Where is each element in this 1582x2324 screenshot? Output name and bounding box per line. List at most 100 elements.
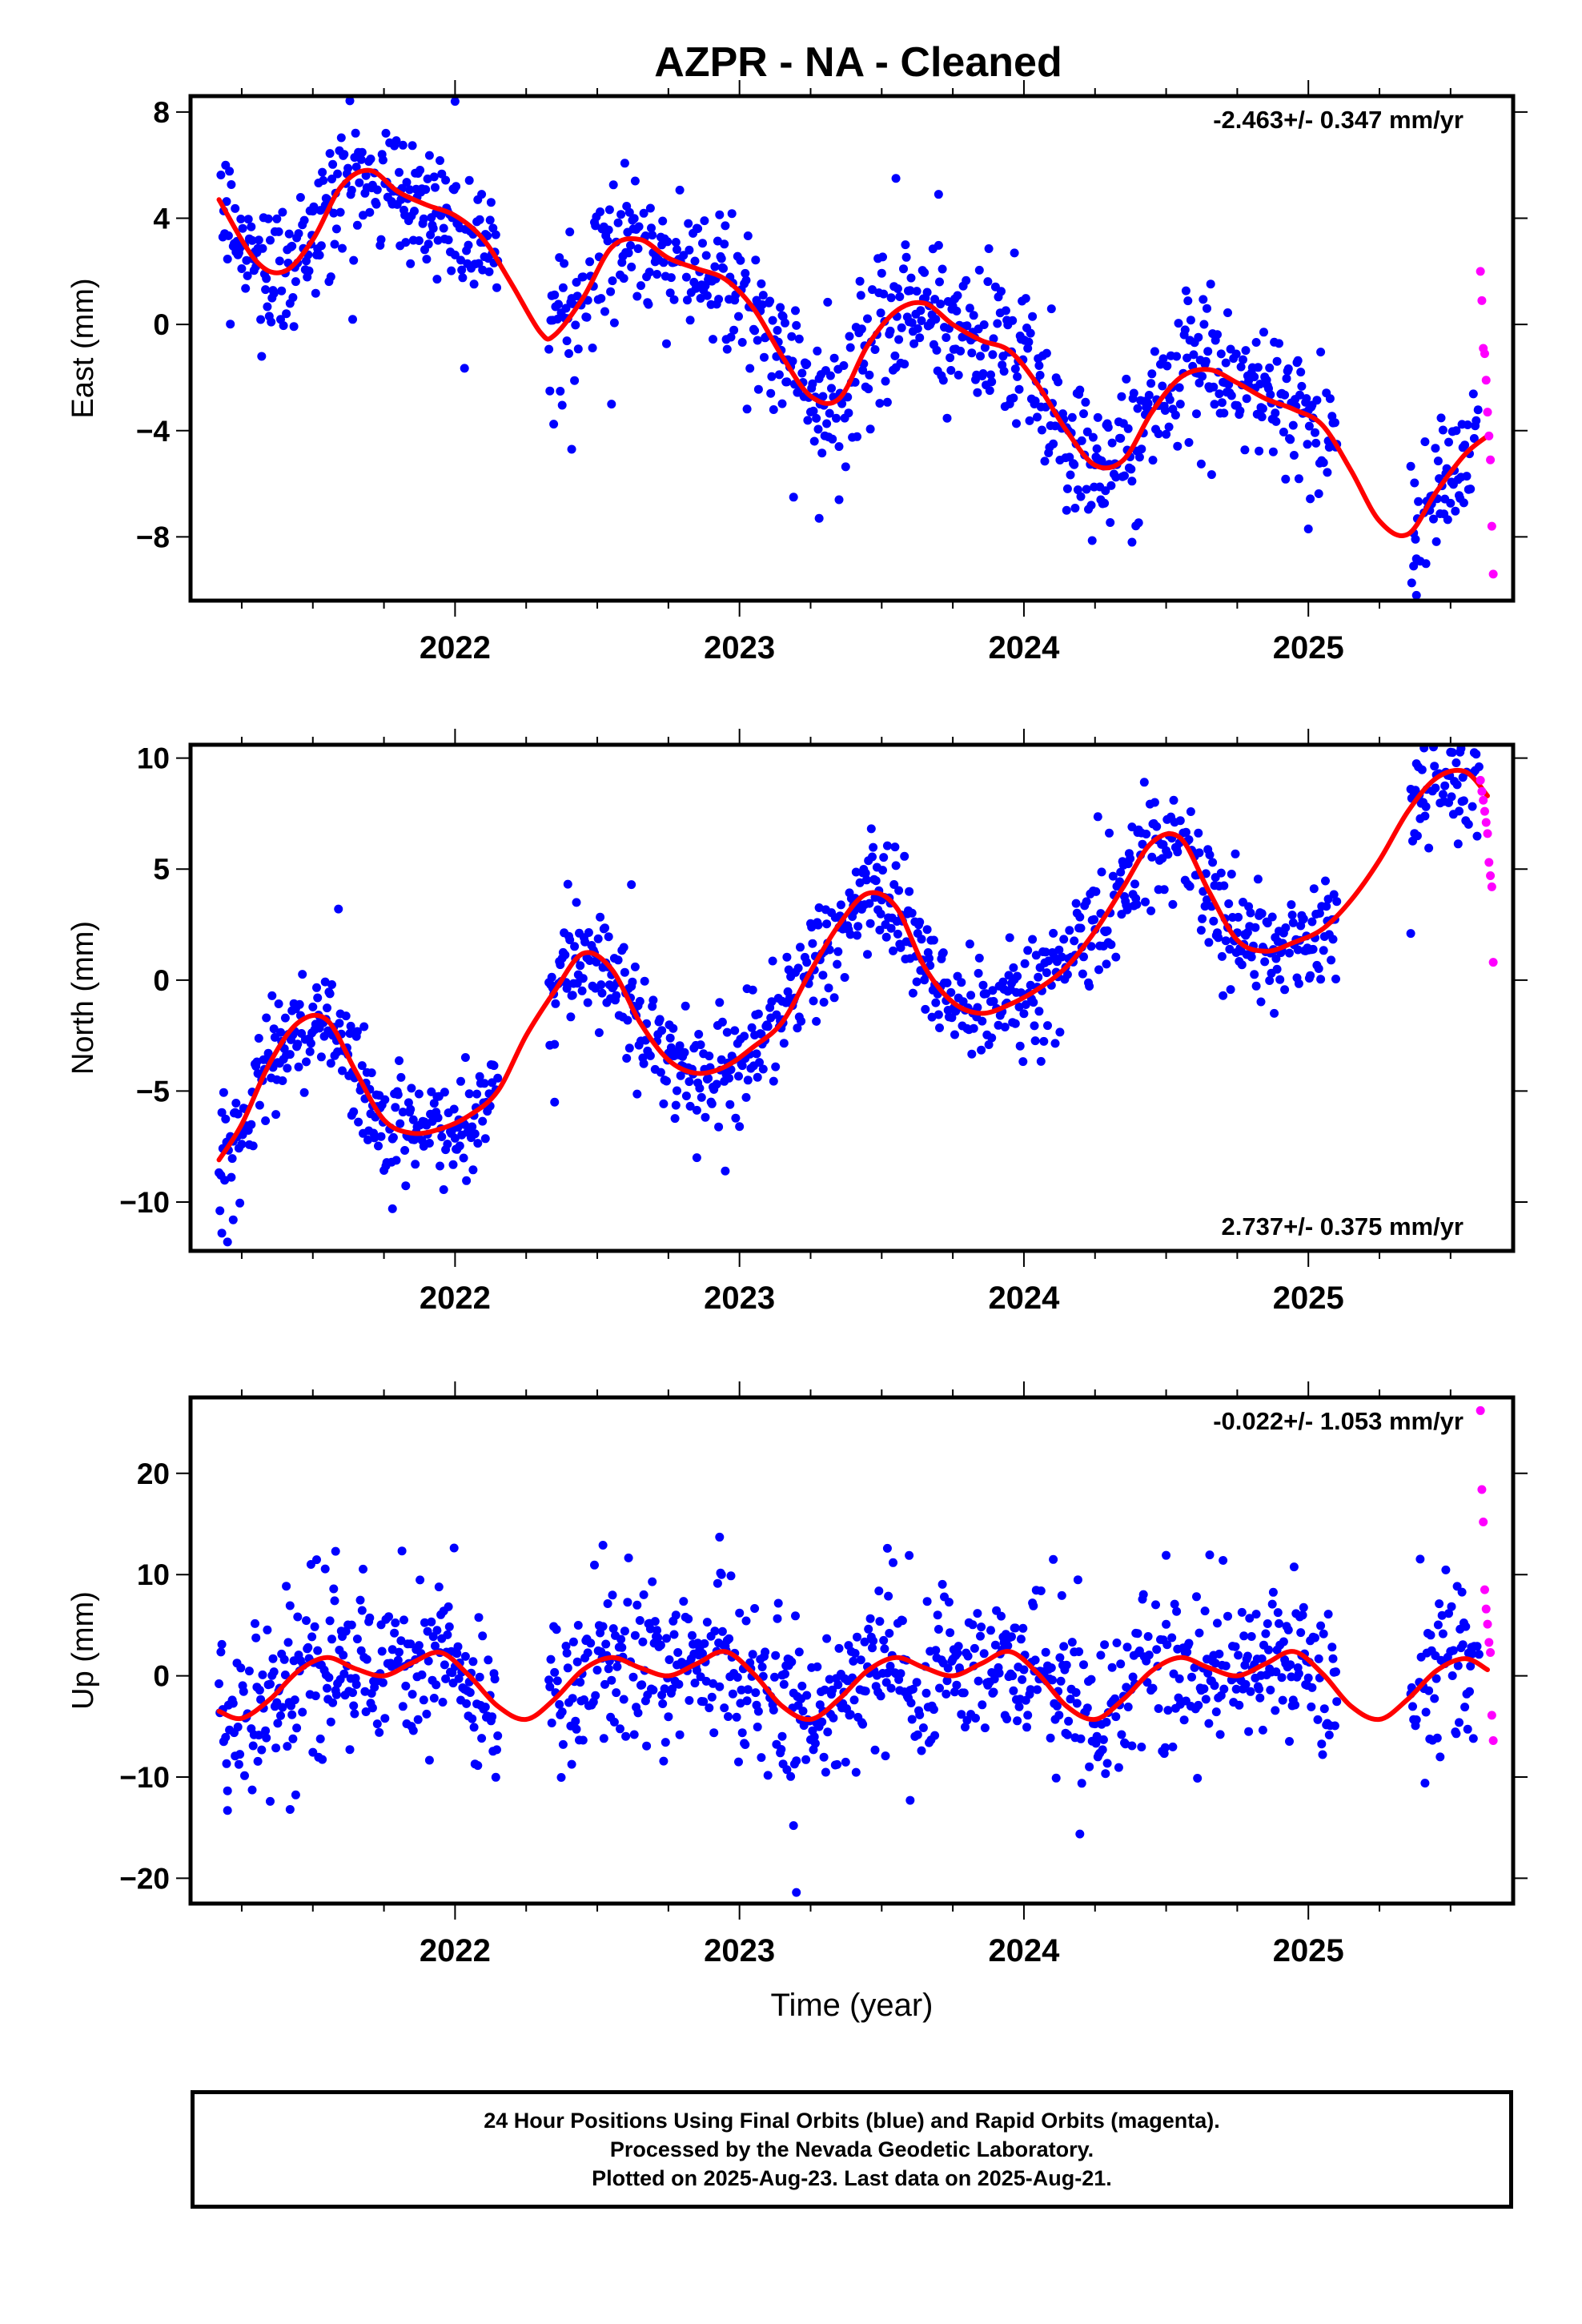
up-final-point-980 <box>1317 1739 1327 1749</box>
up-final-point-618 <box>921 1688 931 1698</box>
east-final-point-36 <box>254 235 263 245</box>
east-final-point-5 <box>222 197 231 207</box>
east-final-point-842 <box>1165 395 1174 404</box>
up-final-point-212 <box>444 1602 453 1611</box>
east-final-point-780 <box>1100 498 1110 508</box>
north-final-point-758 <box>1079 952 1088 962</box>
up-final-point-818 <box>1137 1743 1146 1751</box>
north-final-point-1005 <box>1421 802 1431 811</box>
up-final-point-313 <box>601 1639 611 1649</box>
up-final-point-53 <box>273 1719 283 1728</box>
east-final-point-144 <box>371 199 381 209</box>
north-final-point-737 <box>1054 945 1064 955</box>
up-final-point-1018 <box>1431 1674 1441 1683</box>
up-final-point-811 <box>1128 1672 1138 1682</box>
east-final-point-638 <box>953 291 962 300</box>
up-final-point-746 <box>1056 1676 1066 1686</box>
up-final-point-193 <box>424 1656 433 1666</box>
east-final-point-498 <box>803 416 813 425</box>
east-final-point-94 <box>316 241 326 251</box>
east-final-point-964 <box>1295 390 1304 400</box>
up-final-point-626 <box>930 1731 940 1740</box>
north-final-point-31 <box>247 1120 256 1129</box>
up-final-point-311 <box>599 1734 608 1743</box>
up-final-point-72 <box>292 1723 302 1733</box>
up-final-point-13 <box>228 1699 238 1708</box>
north-final-point-668 <box>977 1045 986 1055</box>
north-final-point-88 <box>305 1047 315 1056</box>
east-final-point-565 <box>876 308 885 318</box>
up-final-point-798 <box>1114 1763 1123 1772</box>
east-final-point-812 <box>1133 404 1142 413</box>
east-final-point-825 <box>1147 369 1157 379</box>
east-final-point-107 <box>330 239 339 249</box>
east-final-point-340 <box>630 176 640 186</box>
east-final-point-912 <box>1241 346 1251 356</box>
up-final-point-709 <box>1018 1623 1028 1633</box>
north-final-point-565 <box>868 852 877 862</box>
east-final-point-554 <box>863 314 872 324</box>
up-outlier-point-4 <box>789 1821 798 1831</box>
east-rapid-point-6 <box>1484 431 1494 440</box>
east-final-point-652 <box>967 348 977 358</box>
north-outlier-point-4 <box>387 1204 397 1213</box>
east-final-point-96 <box>319 175 328 185</box>
up-final-point-43 <box>262 1733 271 1743</box>
north-final-point-924 <box>1263 919 1272 928</box>
up-final-point-481 <box>777 1731 787 1741</box>
up-final-point-926 <box>1261 1629 1271 1638</box>
north-final-point-988 <box>1332 897 1342 907</box>
north-final-point-314 <box>596 912 605 922</box>
north-final-point-622 <box>925 954 934 963</box>
east-final-point-806 <box>1126 464 1136 474</box>
up-final-point-411 <box>701 1676 711 1686</box>
north-final-point-851 <box>1185 882 1195 891</box>
east-final-point-919 <box>1250 372 1259 382</box>
up-final-point-236 <box>468 1714 477 1723</box>
up-final-point-936 <box>1271 1667 1281 1677</box>
east-final-point-663 <box>978 369 988 378</box>
north-final-point-94 <box>312 983 321 992</box>
up-final-point-355 <box>645 1624 655 1634</box>
east-final-point-132 <box>357 147 367 157</box>
up-final-point-1002 <box>1415 1554 1425 1564</box>
north-final-point-743 <box>1062 970 1072 979</box>
north-final-point-553 <box>855 878 865 887</box>
east-ytick-label-1: 4 <box>153 203 170 235</box>
east-final-point-133 <box>359 211 367 220</box>
east-final-point-352 <box>644 267 654 277</box>
east-final-point-450 <box>753 384 763 394</box>
up-final-point-202 <box>434 1582 444 1592</box>
up-final-point-1050 <box>1465 1687 1474 1696</box>
up-final-point-161 <box>387 1645 397 1655</box>
north-final-point-154 <box>374 1141 383 1151</box>
east-final-point-247 <box>478 265 488 275</box>
east-final-point-348 <box>640 231 650 240</box>
up-final-point-17 <box>233 1723 243 1731</box>
north-final-point-65 <box>280 1013 290 1023</box>
east-final-point-881 <box>1207 470 1216 480</box>
east-final-point-999 <box>1407 578 1416 588</box>
east-final-point-339 <box>629 214 639 223</box>
east-final-point-667 <box>983 277 993 287</box>
up-final-point-933 <box>1267 1599 1277 1609</box>
east-final-point-827 <box>1150 347 1159 356</box>
north-final-point-511 <box>808 939 817 948</box>
up-final-point-976 <box>1313 1715 1323 1724</box>
north-final-point-639 <box>942 978 952 987</box>
up-final-point-861 <box>1190 1663 1199 1672</box>
up-final-point-59 <box>279 1655 289 1664</box>
north-final-point-405 <box>692 1105 701 1115</box>
north-final-point-878 <box>1216 868 1226 878</box>
up-final-point-358 <box>648 1685 658 1695</box>
north-final-point-170 <box>391 1103 400 1112</box>
up-final-point-782 <box>1096 1651 1106 1660</box>
north-final-point-1012 <box>1430 762 1439 771</box>
east-final-point-517 <box>822 419 832 428</box>
up-outlier-point-0 <box>331 1546 340 1556</box>
north-final-point-733 <box>1050 1039 1060 1048</box>
north-final-point-382 <box>669 1023 678 1033</box>
up-final-point-476 <box>773 1614 782 1623</box>
north-final-point-126 <box>346 1021 355 1031</box>
east-final-point-549 <box>857 324 866 334</box>
